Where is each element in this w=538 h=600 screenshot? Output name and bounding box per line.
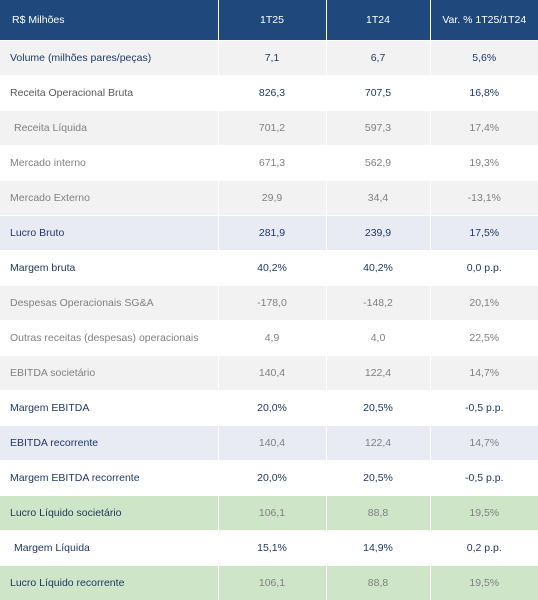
value-1t24: 597,3 [326, 111, 430, 146]
value-1t24: 562,9 [326, 146, 430, 181]
value-1t25: 140,4 [218, 356, 326, 391]
value-variation: -13,1% [430, 181, 538, 216]
value-1t25: 701,2 [218, 111, 326, 146]
row-label: Receita Operacional Bruta [0, 76, 218, 111]
row-label: Margem Líquida [0, 531, 218, 566]
table-row: Lucro Líquido recorrente 106,1 88,8 19,5… [0, 566, 538, 600]
table-row: Margem bruta 40,2% 40,2% 0,0 p.p. [0, 251, 538, 286]
row-label: Receita Líquida [0, 111, 218, 146]
value-1t24: 14,9% [326, 531, 430, 566]
header-row: R$ Milhões 1T25 1T24 Var. % 1T25/1T24 [0, 0, 538, 41]
header-cell-1t25: 1T25 [218, 0, 326, 41]
value-variation: 20,1% [430, 286, 538, 321]
row-label: EBITDA societário [0, 356, 218, 391]
value-variation: 17,5% [430, 216, 538, 251]
value-1t24: 4,0 [326, 321, 430, 356]
value-variation: 19,5% [430, 496, 538, 531]
table-row: Lucro Bruto 281,9 239,9 17,5% [0, 216, 538, 251]
value-1t24: 239,9 [326, 216, 430, 251]
row-label: Margem EBITDA [0, 391, 218, 426]
value-1t24: 20,5% [326, 391, 430, 426]
value-variation: 17,4% [430, 111, 538, 146]
value-1t25: 20,0% [218, 461, 326, 496]
value-variation: 22,5% [430, 321, 538, 356]
table-row: EBITDA recorrente 140,4 122,4 14,7% [0, 426, 538, 461]
value-1t25: 4,9 [218, 321, 326, 356]
value-1t25: 29,9 [218, 181, 326, 216]
value-variation: 19,5% [430, 566, 538, 600]
row-label: Margem EBITDA recorrente [0, 461, 218, 496]
value-1t24: 88,8 [326, 566, 430, 600]
header-cell-variation: Var. % 1T25/1T24 [430, 0, 538, 41]
table-row: EBITDA societário 140,4 122,4 14,7% [0, 356, 538, 391]
value-1t24: 20,5% [326, 461, 430, 496]
value-1t24: 40,2% [326, 251, 430, 286]
row-label: Lucro Líquido recorrente [0, 566, 218, 600]
value-1t24: 88,8 [326, 496, 430, 531]
value-1t24: 122,4 [326, 356, 430, 391]
value-1t24: -148,2 [326, 286, 430, 321]
value-1t25: 671,3 [218, 146, 326, 181]
value-variation: 0,2 p.p. [430, 531, 538, 566]
value-1t25: 15,1% [218, 531, 326, 566]
value-variation: -0,5 p.p. [430, 391, 538, 426]
value-variation: -0,5 p.p. [430, 461, 538, 496]
value-1t25: 140,4 [218, 426, 326, 461]
table-row: Lucro Líquido societário 106,1 88,8 19,5… [0, 496, 538, 531]
value-1t25: 40,2% [218, 251, 326, 286]
value-1t24: 707,5 [326, 76, 430, 111]
value-variation: 16,8% [430, 76, 538, 111]
table-row: Despesas Operacionais SG&A -178,0 -148,2… [0, 286, 538, 321]
value-1t25: 20,0% [218, 391, 326, 426]
value-1t25: 281,9 [218, 216, 326, 251]
table-row: Mercado interno 671,3 562,9 19,3% [0, 146, 538, 181]
row-label: Volume (milhões pares/peças) [0, 41, 218, 76]
header-cell-1t24: 1T24 [326, 0, 430, 41]
value-1t25: 106,1 [218, 496, 326, 531]
table-row: Mercado Externo 29,9 34,4 -13,1% [0, 181, 538, 216]
table-row: Volume (milhões pares/peças) 7,1 6,7 5,6… [0, 41, 538, 76]
row-label: Margem bruta [0, 251, 218, 286]
row-label: Lucro Líquido societário [0, 496, 218, 531]
row-label: EBITDA recorrente [0, 426, 218, 461]
header-cell-label: R$ Milhões [0, 0, 218, 41]
value-variation: 14,7% [430, 426, 538, 461]
value-variation: 19,3% [430, 146, 538, 181]
table-row: Receita Operacional Bruta 826,3 707,5 16… [0, 76, 538, 111]
value-1t25: 7,1 [218, 41, 326, 76]
value-1t24: 6,7 [326, 41, 430, 76]
table-body: Volume (milhões pares/peças) 7,1 6,7 5,6… [0, 41, 538, 600]
value-1t25: 826,3 [218, 76, 326, 111]
value-1t24: 34,4 [326, 181, 430, 216]
value-variation: 14,7% [430, 356, 538, 391]
table-row: Margem Líquida 15,1% 14,9% 0,2 p.p. [0, 531, 538, 566]
value-1t25: -178,0 [218, 286, 326, 321]
table-row: Outras receitas (despesas) operacionais … [0, 321, 538, 356]
table-row: Margem EBITDA 20,0% 20,5% -0,5 p.p. [0, 391, 538, 426]
value-variation: 0,0 p.p. [430, 251, 538, 286]
table-row: Margem EBITDA recorrente 20,0% 20,5% -0,… [0, 461, 538, 496]
value-variation: 5,6% [430, 41, 538, 76]
row-label: Outras receitas (despesas) operacionais [0, 321, 218, 356]
row-label: Lucro Bruto [0, 216, 218, 251]
row-label: Despesas Operacionais SG&A [0, 286, 218, 321]
table-header: R$ Milhões 1T25 1T24 Var. % 1T25/1T24 [0, 0, 538, 41]
value-1t25: 106,1 [218, 566, 326, 600]
table-row: Receita Líquida 701,2 597,3 17,4% [0, 111, 538, 146]
row-label: Mercado Externo [0, 181, 218, 216]
row-label: Mercado interno [0, 146, 218, 181]
value-1t24: 122,4 [326, 426, 430, 461]
